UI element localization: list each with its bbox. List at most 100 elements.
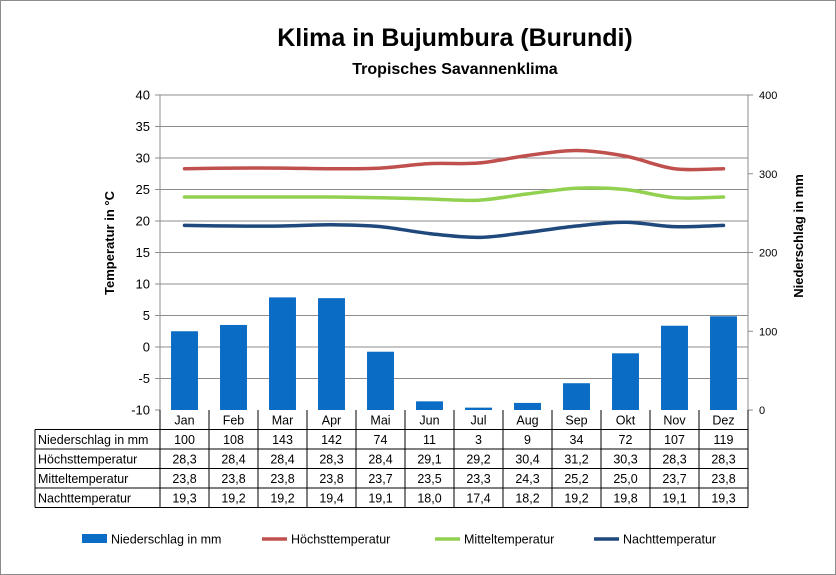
table-cell: 31,2 — [564, 453, 588, 467]
table-row-header: Niederschlag in mm — [38, 433, 148, 447]
table-row-header: Mitteltemperatur — [38, 472, 128, 486]
table-cell: 23,8 — [172, 472, 196, 486]
precip-bar — [367, 351, 394, 410]
left-tick-label: 10 — [136, 277, 150, 292]
right-tick-label: 400 — [759, 90, 777, 102]
table-cell: 18,0 — [417, 492, 441, 506]
table-cell: 23,8 — [711, 472, 735, 486]
month-label: Dez — [712, 414, 734, 428]
table-cell: 19,1 — [662, 492, 686, 506]
table-cell: 19,3 — [711, 492, 735, 506]
table-cell: 28,4 — [270, 453, 294, 467]
table-cell: 18,2 — [515, 492, 539, 506]
month-label: Sep — [565, 414, 587, 428]
precip-bar — [465, 407, 492, 410]
table-cell: 28,4 — [221, 453, 245, 467]
table-cell: 9 — [524, 433, 531, 447]
night-temp-line — [182, 220, 726, 240]
table-cell: 11 — [423, 433, 436, 447]
table-cell: 25,0 — [613, 472, 637, 486]
precip-bar — [563, 383, 590, 410]
month-label: Okt — [616, 414, 636, 428]
table-cell: 142 — [321, 433, 342, 447]
table-cell: 30,4 — [515, 453, 539, 467]
table-cell: 143 — [272, 433, 293, 447]
table-cell: 29,1 — [417, 453, 441, 467]
month-label: Jun — [419, 414, 439, 428]
legend-label: Niederschlag in mm — [111, 533, 221, 547]
right-tick-label: 0 — [759, 405, 765, 417]
chart-title: Klima in Bujumbura (Burundi) — [277, 24, 633, 52]
table-row-header: Höchsttemperatur — [38, 453, 137, 467]
max-temp-line — [182, 148, 726, 172]
table-cell: 29,2 — [466, 453, 490, 467]
month-label: Apr — [322, 414, 341, 428]
table-cell: 24,3 — [515, 472, 539, 486]
table-cell: 119 — [714, 433, 734, 447]
month-label: Mai — [370, 414, 390, 428]
left-tick-label: 25 — [136, 182, 150, 197]
table-cell: 100 — [174, 433, 195, 447]
table-cell: 23,8 — [270, 472, 294, 486]
right-tick-label: 200 — [759, 248, 777, 260]
table-cell: 3 — [475, 433, 482, 447]
table-cell: 28,3 — [662, 453, 686, 467]
table-cell: 72 — [619, 433, 633, 447]
table-cell: 28,3 — [711, 453, 735, 467]
table-cell: 19,2 — [221, 492, 245, 506]
month-label: Aug — [516, 414, 538, 428]
legend-label: Höchsttemperatur — [291, 533, 390, 547]
table-cell: 28,3 — [172, 453, 196, 467]
mean-temp-line — [182, 186, 726, 203]
precip-bar — [612, 353, 639, 410]
table-cell: 23,3 — [466, 472, 490, 486]
legend-swatch — [82, 534, 107, 543]
month-label: Jan — [174, 414, 194, 428]
month-label: Nov — [663, 414, 686, 428]
table-cell: 107 — [664, 433, 685, 447]
right-tick-label: 300 — [759, 169, 777, 181]
table-cell: 30,3 — [613, 453, 637, 467]
right-tick-label: 100 — [759, 326, 777, 338]
month-label: Jul — [471, 414, 487, 428]
table-cell: 17,4 — [466, 492, 490, 506]
left-tick-label: 35 — [136, 119, 150, 134]
precip-bar — [171, 331, 198, 410]
precip-bar — [416, 401, 443, 410]
left-tick-label: 40 — [136, 88, 150, 103]
left-tick-label: 30 — [136, 151, 150, 166]
table-cell: 28,4 — [368, 453, 392, 467]
table-cell: 108 — [223, 433, 244, 447]
left-tick-label: -5 — [138, 371, 150, 386]
left-tick-label: 15 — [136, 245, 150, 260]
precip-bar — [710, 316, 737, 410]
month-label: Mar — [272, 414, 294, 428]
table-row-header: Nachttemperatur — [38, 492, 131, 506]
left-axis-title: Temperatur in °C — [102, 190, 117, 295]
precip-bar — [269, 297, 296, 410]
table-cell: 19,3 — [172, 492, 196, 506]
table-cell: 19,2 — [270, 492, 294, 506]
precip-bar — [661, 325, 688, 410]
left-tick-label: 5 — [143, 308, 150, 323]
precip-bar — [514, 402, 541, 410]
precip-bar — [318, 298, 345, 410]
table-cell: 19,8 — [613, 492, 637, 506]
legend-label: Nachttemperatur — [623, 533, 716, 547]
table-cell: 25,2 — [564, 472, 588, 486]
left-tick-label: 0 — [143, 340, 150, 355]
table-cell: 28,3 — [319, 453, 343, 467]
table-cell: 19,2 — [564, 492, 588, 506]
legend-label: Mitteltemperatur — [464, 533, 554, 547]
table-cell: 23,7 — [662, 472, 686, 486]
table-cell: 74 — [374, 433, 388, 447]
table-cell: 23,8 — [221, 472, 245, 486]
right-axis-title: Niederschlag in mm — [791, 174, 806, 298]
table-cell: 23,7 — [368, 472, 392, 486]
precip-bar — [220, 324, 247, 410]
table-cell: 19,1 — [368, 492, 392, 506]
table-cell: 23,8 — [319, 472, 343, 486]
left-tick-label: -10 — [131, 403, 150, 418]
